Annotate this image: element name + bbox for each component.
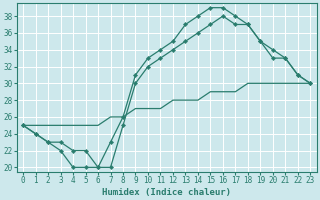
- X-axis label: Humidex (Indice chaleur): Humidex (Indice chaleur): [102, 188, 231, 197]
